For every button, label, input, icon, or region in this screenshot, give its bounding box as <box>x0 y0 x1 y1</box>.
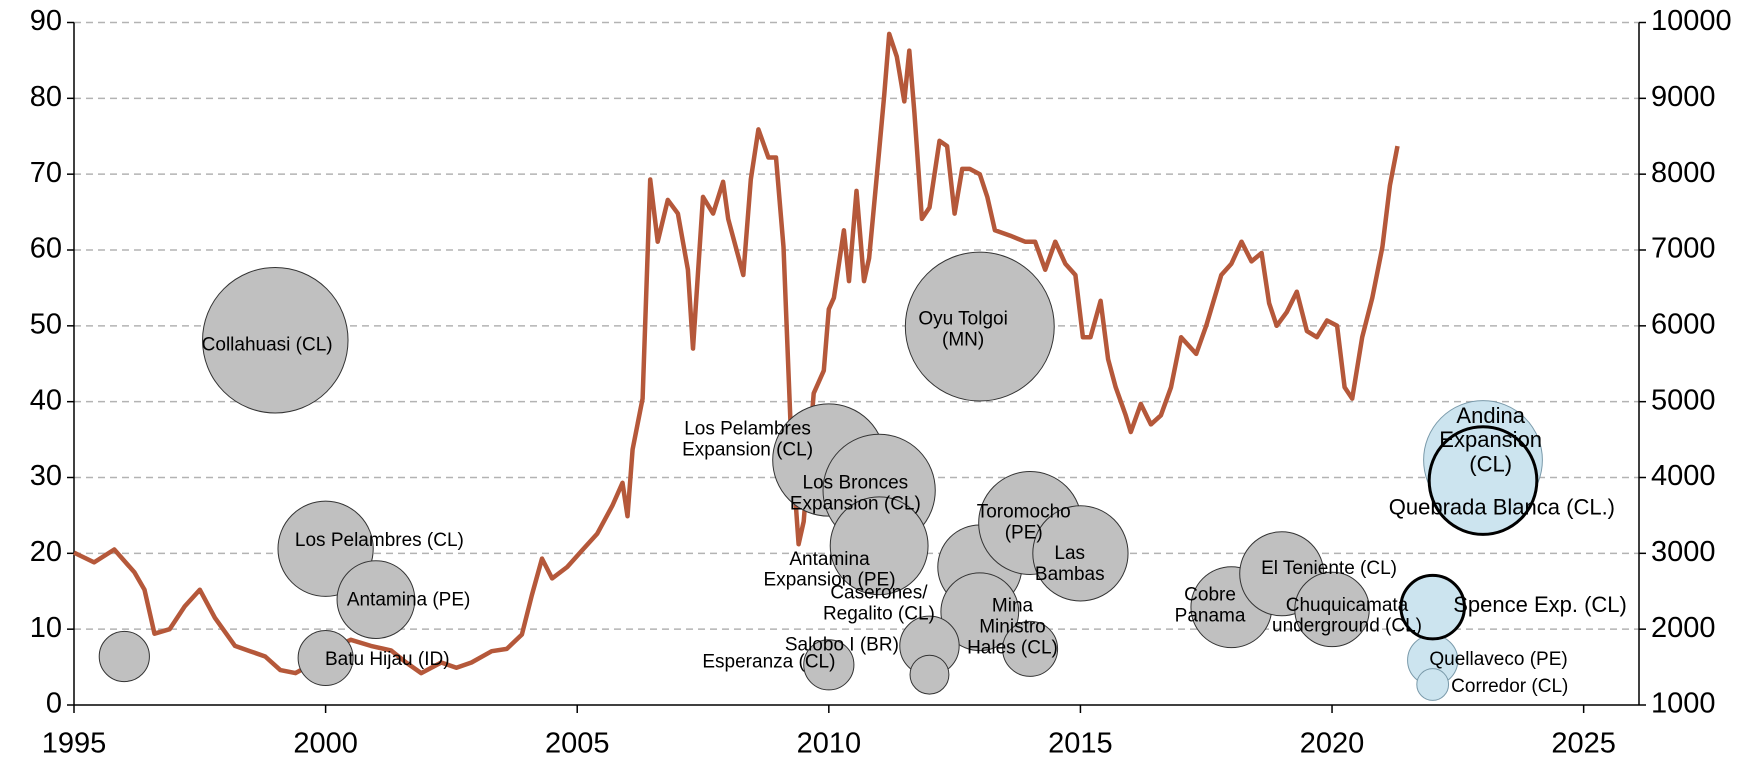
y2-tick-label: 3000 <box>1651 536 1716 568</box>
bubble-label: Toromocho (PE) <box>977 502 1071 544</box>
y2-tick-label: 1000 <box>1651 688 1716 720</box>
x-tick-label: 1995 <box>42 728 107 760</box>
y-tick-label: 30 <box>30 460 62 492</box>
bubble-label: Spence Exp. (CL) <box>1453 592 1627 617</box>
price-line <box>73 31 1400 676</box>
y2-tick-label: 2000 <box>1651 612 1716 644</box>
x-tick-label: 2020 <box>1300 728 1365 760</box>
bubble-label: Salobo I (BR) <box>785 634 899 655</box>
bubble-label: Andina Expansion (CL) <box>1439 403 1542 476</box>
bubble-label: Collahuasi (CL) <box>202 335 333 356</box>
y-tick-label: 10 <box>30 612 62 644</box>
bubble-label: Batu Hijau (ID) <box>325 649 450 670</box>
bubble-label: Los Pelambres (CL) <box>295 530 464 551</box>
bubble <box>1294 571 1370 648</box>
y2-tick-label: 7000 <box>1651 233 1716 265</box>
bubble-label: Antamina Expansion (PE) <box>764 549 896 591</box>
y-tick-label: 80 <box>30 81 62 113</box>
bubble-label: El Teniente (CL) <box>1261 558 1397 579</box>
bubble <box>829 496 929 596</box>
bubble-label: Los Pelambres Expansion (CL) <box>682 419 813 461</box>
y-tick-label: 60 <box>30 233 62 265</box>
bubble-label: Caserones/Regalito (CL) <box>823 582 935 624</box>
y2-tick-label: 10000 <box>1651 5 1732 37</box>
y-tick-label: 0 <box>46 688 62 720</box>
bubble <box>1032 505 1129 602</box>
bubble <box>336 560 416 639</box>
y-tick-label: 50 <box>30 308 62 340</box>
bubble-label: Mina Ministro Hales (CL) <box>967 596 1058 659</box>
bubble <box>1416 668 1450 701</box>
x-tick-label: 2000 <box>293 728 358 760</box>
bubble <box>904 251 1055 402</box>
bubble-label: Esperanza (CL) <box>702 651 835 672</box>
bubble-label: Las Bambas <box>1035 543 1105 585</box>
y2-tick-label: 8000 <box>1651 157 1716 189</box>
bubble <box>803 639 855 691</box>
y-tick-label: 40 <box>30 384 62 416</box>
y2-tick-label: 9000 <box>1651 81 1716 113</box>
bubble-label: Corredor (CL) <box>1451 676 1568 697</box>
bubble-label: Los Bronces Expansion (CL) <box>790 472 921 514</box>
bubble <box>202 266 349 414</box>
bubble-label: Antamina (PE) <box>347 590 471 611</box>
bubble <box>1427 425 1539 536</box>
bubble-label: Quellaveco (PE) <box>1429 649 1567 670</box>
bubble <box>1399 573 1466 641</box>
bubble <box>909 654 950 695</box>
bubble-label: Chuquicamata underground (CL) <box>1272 595 1422 637</box>
y2-tick-label: 5000 <box>1651 384 1716 416</box>
y-tick-label: 20 <box>30 536 62 568</box>
y2-tick-label: 6000 <box>1651 308 1716 340</box>
bubble <box>1002 620 1059 677</box>
x-tick-label: 2010 <box>797 728 862 760</box>
x-tick-label: 2025 <box>1551 728 1616 760</box>
bubble <box>940 572 1020 652</box>
bubble <box>98 630 150 683</box>
bubble-label: Quebrada Blanca (CL.) <box>1389 494 1615 519</box>
bubble-label: Oyu Tolgoi (MN) <box>918 309 1007 351</box>
x-tick-label: 2015 <box>1048 728 1113 760</box>
y-tick-label: 90 <box>30 5 62 37</box>
y-tick-label: 70 <box>30 157 62 189</box>
x-tick-label: 2005 <box>545 728 610 760</box>
bubble-label: Cobre Panama <box>1175 585 1246 627</box>
y2-tick-label: 4000 <box>1651 460 1716 492</box>
bubble <box>297 629 354 686</box>
